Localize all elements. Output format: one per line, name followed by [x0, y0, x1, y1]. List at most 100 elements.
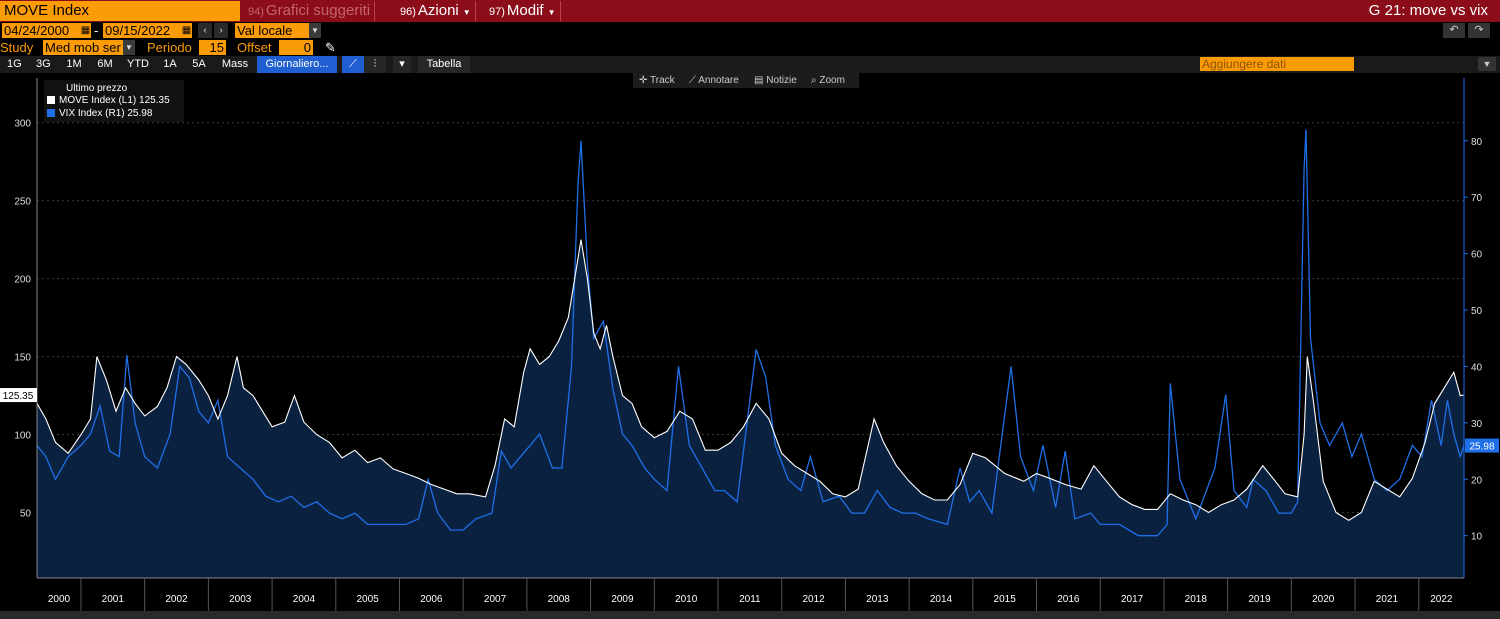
- chart-legend: Ultimo prezzo MOVE Index (L1) 125.35 VIX…: [44, 80, 184, 122]
- move-area: [37, 239, 1464, 578]
- range-3g[interactable]: 3G: [36, 58, 51, 70]
- table-button[interactable]: Tabella: [418, 56, 470, 73]
- x-tick-label: 2015: [994, 594, 1017, 605]
- x-tick-label: 2021: [1376, 594, 1399, 605]
- news-icon: ▤: [754, 75, 764, 86]
- x-tick-label: 2011: [739, 594, 761, 605]
- actions-num: 96): [400, 6, 416, 18]
- right-tick-label: 10: [1471, 532, 1483, 543]
- add-data-input[interactable]: Aggiungere dati: [1200, 57, 1354, 71]
- x-tick-label: 2002: [165, 594, 188, 605]
- actions-button[interactable]: 96) Azioni ▼: [396, 1, 476, 21]
- suggested-label: Grafici suggeriti: [265, 2, 371, 19]
- prev-arrow-icon[interactable]: ‹: [198, 23, 212, 38]
- right-tick-label: 20: [1471, 475, 1483, 486]
- chevron-down-icon[interactable]: ▾: [393, 56, 411, 73]
- move-last-tag: [0, 388, 37, 403]
- actions-label: Azioni: [417, 2, 459, 19]
- news-tool[interactable]: ▤ Notizie: [754, 73, 797, 88]
- left-tick-label: 250: [14, 197, 31, 208]
- menu-icon[interactable]: ▼: [1478, 57, 1496, 71]
- x-tick-label: 2017: [1121, 594, 1144, 605]
- left-tick-label: 50: [20, 509, 32, 520]
- chart-tools-bar: ✛ Track ⟋ Annotare ▤ Notizie ⌕ Zoom: [633, 73, 859, 88]
- bar-chart-icon[interactable]: ⫶: [364, 56, 386, 73]
- range-1m[interactable]: 1M: [66, 58, 82, 70]
- x-tick-label: 2012: [802, 594, 825, 605]
- track-tool[interactable]: ✛ Track: [639, 73, 675, 88]
- x-tick-label: 2000: [48, 594, 71, 605]
- suggested-num: 94): [248, 6, 264, 18]
- x-tick-label: 2001: [102, 594, 125, 605]
- range-5a[interactable]: 5A: [192, 58, 206, 70]
- ticker-input[interactable]: MOVE Index: [0, 1, 240, 21]
- x-tick-label: 2005: [357, 594, 380, 605]
- range-ytd[interactable]: YTD: [127, 58, 149, 70]
- vix-last-label: 25.98: [1469, 442, 1494, 453]
- x-tick-label: 2016: [1057, 594, 1080, 605]
- right-tick-label: 70: [1471, 193, 1483, 204]
- chevron-down-icon[interactable]: ▼: [309, 23, 321, 38]
- modify-label: Modif: [506, 2, 544, 19]
- undo-icon[interactable]: ↶: [1443, 23, 1465, 38]
- magnifier-icon: ⌕: [811, 75, 817, 86]
- annotate-tool[interactable]: ⟋ Annotare: [689, 73, 739, 88]
- study-label: Study: [0, 40, 34, 55]
- chevron-down-icon: ▼: [547, 8, 556, 17]
- next-arrow-icon[interactable]: ›: [214, 23, 228, 38]
- x-tick-label: 2004: [293, 594, 316, 605]
- legend-item-move[interactable]: MOVE Index (L1) 125.35: [47, 95, 170, 107]
- calendar-icon[interactable]: ▦: [80, 23, 91, 38]
- x-tick-label: 2008: [548, 594, 571, 605]
- x-tick-label: 2006: [420, 594, 443, 605]
- zoom-label: Zoom: [819, 75, 845, 86]
- range-max[interactable]: Mass: [221, 58, 249, 70]
- chevron-down-icon: ▼: [462, 8, 471, 17]
- study-select[interactable]: Med mob ser: [43, 40, 123, 55]
- modify-num: 97): [489, 6, 505, 18]
- offset-label: Offset: [237, 40, 272, 55]
- right-tick-label: 80: [1471, 137, 1483, 148]
- start-date-input[interactable]: 04/24/2000: [2, 23, 80, 38]
- modify-button[interactable]: 97) Modif ▼: [485, 1, 561, 21]
- vix-line: [36, 129, 1465, 537]
- right-tick-label: 50: [1471, 306, 1483, 317]
- legend-item-vix[interactable]: VIX Index (R1) 25.98: [47, 108, 152, 120]
- crosshair-icon: ✛: [639, 75, 648, 86]
- redo-icon[interactable]: ↷: [1468, 23, 1490, 38]
- line-chart-icon[interactable]: ⟋: [342, 56, 364, 73]
- left-tick-label: 300: [14, 119, 31, 130]
- x-tick-label: 2022: [1430, 594, 1453, 605]
- chart-title: G 21: move vs vix: [1368, 2, 1488, 19]
- end-date-input[interactable]: 09/15/2022: [103, 23, 181, 38]
- legend-name: VIX Index (R1): [59, 108, 125, 119]
- x-tick-label: 2019: [1248, 594, 1271, 605]
- legend-swatch: [47, 109, 55, 117]
- move-line: [36, 239, 1465, 521]
- pencil-icon[interactable]: ✎: [325, 40, 336, 55]
- period-input[interactable]: 15: [199, 40, 226, 55]
- currency-select[interactable]: Val locale: [235, 23, 309, 38]
- date-dash: -: [94, 23, 99, 38]
- right-tick-label: 60: [1471, 250, 1483, 261]
- bottom-strip: [0, 611, 1500, 619]
- left-tick-label: 200: [14, 275, 31, 286]
- suggested-charts-button[interactable]: 94) Grafici suggeriti: [244, 1, 376, 21]
- chevron-down-icon[interactable]: ▼: [123, 40, 135, 55]
- move-last-label: 125.35: [3, 391, 34, 402]
- right-tick-label: 40: [1471, 362, 1483, 373]
- frequency-select[interactable]: Giornaliero...: [257, 56, 337, 73]
- offset-input[interactable]: 0: [279, 40, 313, 55]
- calendar-icon[interactable]: ▦: [181, 23, 192, 38]
- track-label: Track: [650, 75, 675, 86]
- range-1g[interactable]: 1G: [7, 58, 22, 70]
- x-tick-label: 2007: [484, 594, 507, 605]
- legend-title: Ultimo prezzo: [66, 83, 128, 94]
- range-1a[interactable]: 1A: [163, 58, 177, 70]
- zoom-tool[interactable]: ⌕ Zoom: [811, 73, 845, 88]
- news-label: Notizie: [766, 75, 797, 86]
- pencil-icon: ⟋: [689, 75, 696, 86]
- period-label: Periodo: [147, 40, 192, 55]
- range-6m[interactable]: 6M: [97, 58, 113, 70]
